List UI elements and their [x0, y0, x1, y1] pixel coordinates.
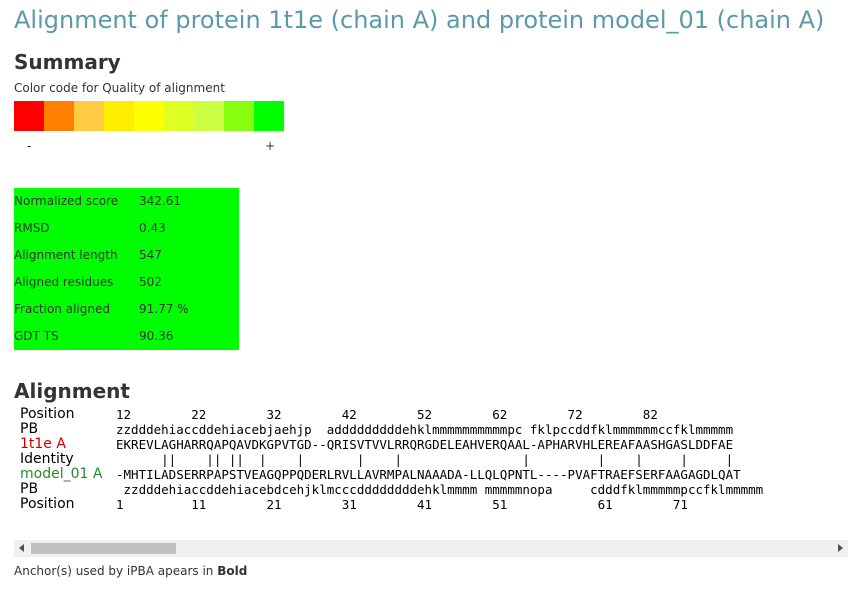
score-value: 342.61: [139, 194, 181, 208]
score-label: GDT TS: [14, 329, 59, 343]
alignment-row-model: model_01 A -MHTILADSERRPAPSTVEAGQPPQDERL…: [14, 467, 741, 483]
anchor-note-text: Anchor(s) used by iPBA apears in: [14, 564, 218, 578]
score-label: Fraction aligned: [14, 302, 110, 316]
page-title: Alignment of protein 1t1e (chain A) and …: [14, 6, 825, 34]
score-value: 0.43: [139, 221, 166, 235]
score-value: 547: [139, 248, 162, 262]
score-row: RMSD 0.43: [14, 215, 239, 242]
scrollbar-thumb[interactable]: [31, 543, 176, 554]
score-row: Fraction aligned 91.77 %: [14, 296, 239, 323]
row-sequence: EKREVLAGHARRQAPQAVDKGPVTGD--QRISVTVVLRRQ…: [116, 437, 734, 452]
color-code-label: Color code for Quality of alignment: [14, 81, 225, 95]
color-bar-minus: -: [27, 139, 32, 153]
scroll-left-icon[interactable]: [19, 544, 24, 552]
color-swatch: [14, 101, 44, 131]
alignment-row-pb-bottom: PB zzdddehiaccddehiacebdcehjklmcccdddddd…: [14, 482, 763, 498]
color-swatch: [224, 101, 254, 131]
alignment-row-pb-top: PB zzdddehiaccddehiacebjaehjp addddddddd…: [14, 422, 733, 438]
color-swatch: [74, 101, 104, 131]
row-label: Position: [20, 496, 75, 512]
row-sequence: zzdddehiaccddehiacebdcehjklmcccdddddddde…: [116, 482, 764, 497]
score-label: Aligned residues: [14, 275, 114, 289]
row-label: PB: [20, 481, 39, 497]
score-label: RMSD: [14, 221, 50, 235]
row-sequence: 1 11 21 31 41 51 61 71: [116, 497, 688, 512]
color-swatch: [134, 101, 164, 131]
color-swatch: [44, 101, 74, 131]
horizontal-scrollbar[interactable]: [14, 540, 848, 557]
score-row: GDT TS 90.36: [14, 323, 239, 350]
color-swatch: [254, 101, 284, 131]
color-swatch: [164, 101, 194, 131]
score-value: 90.36: [139, 329, 174, 343]
alignment-viewer[interactable]: Position 12 22 32 42 52 62 72 82 PB zzdd…: [14, 407, 850, 517]
score-label: Normalized score: [14, 194, 119, 208]
alignment-row-position-bottom: Position 1 11 21 31 41 51 61 71: [14, 497, 688, 513]
score-row: Alignment length 547: [14, 242, 239, 269]
score-value: 91.77 %: [139, 302, 189, 316]
summary-heading: Summary: [14, 50, 121, 74]
score-summary-box: Normalized score 342.61 RMSD 0.43 Alignm…: [14, 188, 239, 350]
row-sequence: || || || | | | | | | | | |: [116, 452, 734, 467]
score-row: Normalized score 342.61: [14, 188, 239, 215]
anchor-note-bold: Bold: [217, 564, 248, 578]
row-label: 1t1e A: [20, 436, 66, 452]
row-sequence: 12 22 32 42 52 62 72 82: [116, 407, 658, 422]
row-label: Identity: [20, 451, 74, 467]
score-label: Alignment length: [14, 248, 118, 262]
alignment-heading: Alignment: [14, 379, 130, 403]
alignment-row-position-top: Position 12 22 32 42 52 62 72 82: [14, 407, 658, 422]
color-bar-plus: +: [265, 139, 276, 153]
score-row: Aligned residues 502: [14, 269, 239, 296]
color-swatch: [104, 101, 134, 131]
row-label: model_01 A: [20, 466, 103, 482]
color-swatch: [194, 101, 224, 131]
alignment-row-identity: Identity || || || | | | | | | | | |: [14, 452, 733, 468]
anchor-note: Anchor(s) used by iPBA apears in Bold: [14, 564, 247, 578]
row-label: Position: [20, 407, 75, 422]
row-sequence: zzdddehiaccddehiacebjaehjp adddddddddehk…: [116, 422, 734, 437]
alignment-row-template: 1t1e A EKREVLAGHARRQAPQAVDKGPVTGD--QRISV…: [14, 437, 733, 453]
row-sequence: -MHTILADSERRPAPSTVEAGQPPQDERLRVLLAVRMPAL…: [116, 467, 741, 482]
score-value: 502: [139, 275, 162, 289]
row-label: PB: [20, 421, 39, 437]
quality-color-bar: [14, 101, 284, 131]
scroll-right-icon[interactable]: [838, 544, 843, 552]
